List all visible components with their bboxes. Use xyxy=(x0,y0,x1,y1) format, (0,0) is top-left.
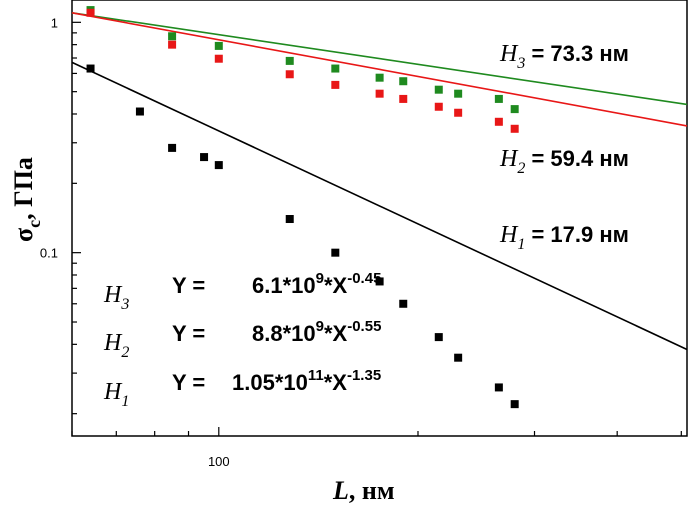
fit-line-h3 xyxy=(71,11,688,106)
point-h3-9 xyxy=(494,94,503,103)
y-tick-label-1: 1 xyxy=(51,15,58,30)
plot-frame xyxy=(71,0,688,437)
point-h3-8 xyxy=(454,89,463,98)
fit-lines xyxy=(71,11,688,351)
equation-h3: H3 Y = 6.1*109*X-0.45 xyxy=(103,270,381,313)
point-h3-7 xyxy=(434,85,443,94)
point-h3-5 xyxy=(375,73,384,82)
y-axis-unit: , ГПа xyxy=(9,157,38,220)
svg-text:1.05*1011*X-1.35: 1.05*1011*X-1.35 xyxy=(232,367,381,395)
point-h2-6 xyxy=(399,94,408,103)
point-h2-10 xyxy=(510,124,519,133)
point-h2-9 xyxy=(494,117,503,126)
point-h1-12 xyxy=(510,400,519,409)
y-axis-sub: c xyxy=(24,220,44,228)
point-h3-1 xyxy=(168,32,177,41)
point-h1-3 xyxy=(200,153,209,162)
svg-text:H3: H3 xyxy=(103,282,129,313)
fit-line-h2 xyxy=(71,12,688,127)
point-h3-10 xyxy=(510,105,519,114)
point-h3-4 xyxy=(331,64,340,73)
point-h1-8 xyxy=(399,299,408,308)
equation-h1: H1 Y = 1.05*1011*X-1.35 xyxy=(103,367,381,410)
point-h1-10 xyxy=(454,353,463,362)
svg-text:Y =: Y = xyxy=(172,370,205,395)
point-h3-3 xyxy=(285,56,294,65)
point-h1-7 xyxy=(375,277,384,286)
fit-line-h1 xyxy=(71,61,688,351)
point-h2-8 xyxy=(454,108,463,117)
svg-text:Y =: Y = xyxy=(172,321,205,346)
point-h2-7 xyxy=(434,102,443,111)
svg-text:6.1*109*X-0.45: 6.1*109*X-0.45 xyxy=(252,270,381,298)
point-h2-3 xyxy=(285,70,294,79)
data-points xyxy=(86,6,519,409)
x-axis-var: L xyxy=(332,476,349,505)
point-h2-1 xyxy=(168,40,177,49)
svg-text:Y =: Y = xyxy=(172,273,205,298)
x-axis-unit: , нм xyxy=(349,476,395,505)
svg-text:H2: H2 xyxy=(103,330,129,361)
point-h1-6 xyxy=(331,248,340,257)
y-axis-title: σc, ГПа xyxy=(9,157,44,242)
point-h1-2 xyxy=(168,143,177,152)
point-h2-4 xyxy=(331,80,340,89)
label-h1: H1 = 17.9 нм xyxy=(499,222,629,253)
y-tick-label-0-1: 0.1 xyxy=(40,246,58,261)
point-h3-6 xyxy=(399,77,408,86)
point-h3-2 xyxy=(214,41,223,50)
point-h2-0 xyxy=(86,8,95,17)
x-tick-label-100: 100 xyxy=(208,454,230,469)
svg-text:H1: H1 xyxy=(103,379,129,410)
point-h1-0 xyxy=(86,64,95,73)
x-axis-title: L, нм xyxy=(332,476,395,505)
label-h3: H3 = 73.3 нм xyxy=(499,41,629,72)
point-h1-5 xyxy=(285,215,294,224)
svg-text:8.8*109*X-0.55: 8.8*109*X-0.55 xyxy=(252,318,381,346)
point-h1-1 xyxy=(135,107,144,116)
y-axis-var: σ xyxy=(9,228,38,242)
equation-h2: H2 Y = 8.8*109*X-0.55 xyxy=(103,318,381,361)
point-h2-2 xyxy=(214,54,223,63)
point-h2-5 xyxy=(375,89,384,98)
point-h1-11 xyxy=(494,383,503,392)
axis-ticks xyxy=(71,21,682,436)
point-h1-4 xyxy=(214,161,223,170)
point-h1-9 xyxy=(434,333,443,342)
label-h2: H2 = 59.4 нм xyxy=(499,146,629,177)
